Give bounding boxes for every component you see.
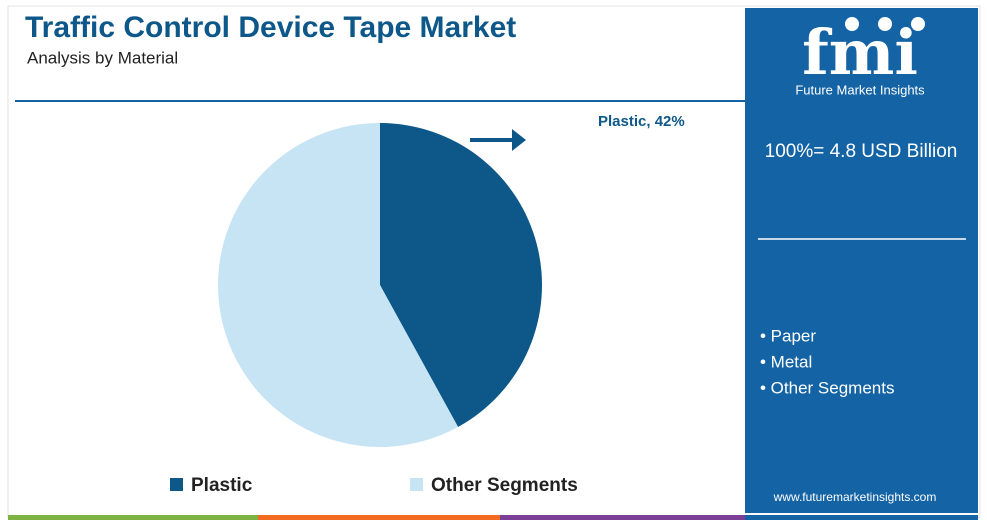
segment-item: • Other Segments [760, 378, 894, 397]
pie-slice [380, 123, 542, 427]
chart-title: Traffic Control Device Tape Market [25, 11, 516, 44]
brand-logo: fmi [802, 16, 918, 89]
legend-swatch [410, 478, 423, 491]
market-total: 100%= 4.8 USD Billion [765, 141, 958, 162]
chart-subtitle: Analysis by Material [27, 48, 178, 67]
logo-icons [845, 17, 925, 31]
legend-label: Plastic [191, 475, 253, 496]
segment-item: • Metal [760, 352, 812, 371]
pie-slice [217, 123, 459, 448]
arrow [470, 129, 526, 151]
website: www.futuremarketinsights.com [773, 490, 937, 504]
data-label: Plastic, 42% [598, 113, 685, 130]
legend-label: Other Segments [431, 475, 578, 496]
sidebar-panel [745, 8, 978, 513]
brand-name: Future Market Insights [795, 82, 925, 97]
legend-swatch [170, 478, 183, 491]
bottom-strip [8, 515, 978, 520]
segment-item: • Paper [760, 326, 816, 345]
